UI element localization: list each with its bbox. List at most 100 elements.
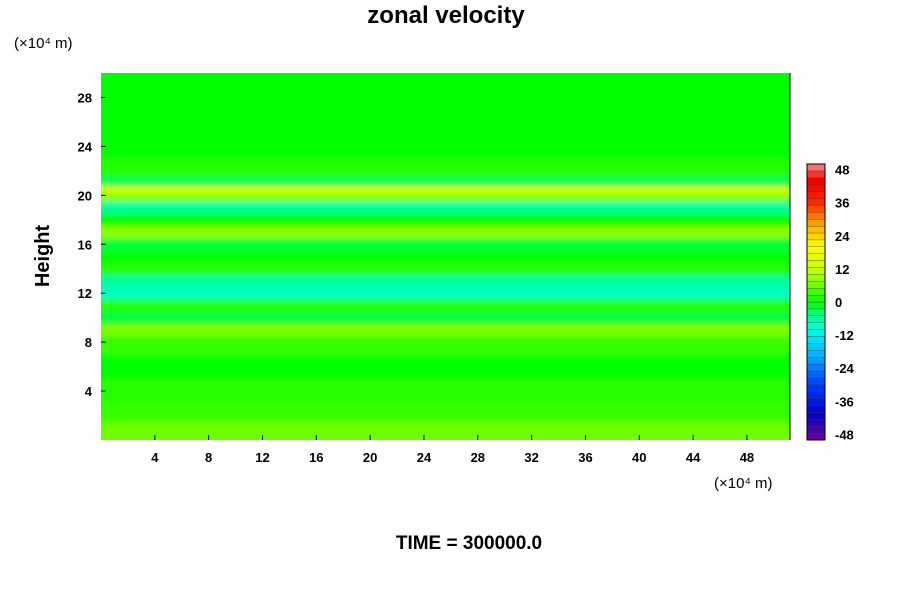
colorbar-tick-label: 12 (835, 262, 849, 277)
y-tick-label: 20 (78, 188, 92, 203)
x-tick-label: 44 (686, 450, 701, 465)
heatmap-band (101, 213, 790, 226)
x-tick-label: 16 (309, 450, 323, 465)
heatmap-band (101, 73, 790, 86)
colorbar-frame (806, 163, 826, 441)
colorbar-segment (806, 212, 826, 220)
colorbar-segment (806, 432, 826, 441)
colorbar-segment (806, 357, 826, 365)
colorbar-segment (806, 225, 826, 234)
colorbar-segment (806, 329, 826, 337)
x-tick-label: 24 (417, 450, 432, 465)
y-tick-label: 8 (85, 335, 92, 350)
colorbar-segment (806, 343, 826, 351)
colorbar-segment (806, 350, 826, 358)
colorbar-segment (806, 405, 826, 413)
colorbar-tick-label: 0 (835, 295, 842, 310)
y-tick-label: 12 (78, 286, 92, 301)
heatmap-band (101, 299, 790, 312)
colorbar-segment (806, 419, 826, 427)
colorbar-segment (806, 274, 826, 282)
colorbar-segment (806, 170, 826, 178)
colorbar-segment (806, 301, 826, 310)
colorbar-segment (806, 246, 826, 254)
colorbar-segment (806, 205, 826, 213)
x-tick-label: 32 (524, 450, 538, 465)
x-axis-unit: (×10⁴ m) (714, 475, 773, 492)
heatmap-band (101, 287, 790, 300)
colorbar-ticks: 48 36 24 12 0 -12 -24 -36 -48 (835, 163, 855, 443)
colorbar-tick-label: -36 (835, 394, 854, 409)
heatmap-band (101, 176, 790, 187)
heatmap-band (101, 403, 790, 422)
colorbar-segment (806, 384, 826, 392)
time-label: TIME = 300000.0 (396, 533, 542, 554)
heatmap-band (101, 354, 790, 379)
y-tick-label: 24 (78, 139, 93, 154)
colorbar-tick-label: -12 (835, 328, 854, 343)
colorbar-segment (806, 315, 826, 323)
heatmap-plot-area (101, 73, 790, 440)
colorbar-segment (806, 184, 826, 192)
colorbar-segment (806, 267, 826, 275)
heatmap-band (101, 336, 790, 355)
colorbar-segment (806, 198, 826, 206)
colorbar-segment (806, 370, 826, 379)
y-axis-unit: (×10⁴ m) (14, 35, 73, 52)
colorbar-tick-label: 48 (835, 163, 849, 178)
colorbar-segment (806, 239, 826, 247)
x-tick-label: 8 (205, 450, 212, 465)
colorbar-segment (806, 177, 826, 185)
colorbar-segment (806, 288, 826, 296)
heatmap-band (101, 323, 790, 337)
colorbar-segment (806, 260, 826, 268)
x-tick-label: 28 (471, 450, 485, 465)
colorbar-tick-label: 24 (835, 229, 850, 244)
x-tick-label: 36 (578, 450, 592, 465)
colorbar-segment (806, 163, 826, 172)
heatmap-band (101, 262, 790, 275)
colorbar-tick-label: -48 (835, 427, 854, 442)
colorbar-segment (806, 232, 826, 241)
colorbar-segment (806, 426, 826, 434)
x-tick-label: 4 (151, 450, 159, 465)
heatmap-band (101, 134, 790, 159)
x-tick-label: 48 (740, 450, 754, 465)
colorbar-segment (806, 322, 826, 330)
colorbar-segment (806, 412, 826, 420)
colorbar-segment (806, 294, 826, 303)
heatmap-band (101, 225, 790, 239)
colorbar-segment (806, 363, 826, 372)
heatmap-band (101, 192, 790, 202)
chart-title: zonal velocity (367, 2, 525, 29)
heatmap-band (101, 238, 790, 251)
colorbar-tick-label: -24 (835, 361, 855, 376)
heatmap-band (101, 109, 790, 135)
heatmap-band (101, 186, 790, 193)
colorbar-segment (806, 377, 826, 385)
colorbar-segment (806, 219, 826, 227)
x-tick-label: 12 (255, 450, 269, 465)
y-tick-label: 28 (78, 90, 92, 105)
heatmap-band (101, 421, 790, 440)
colorbar-segment (806, 253, 826, 261)
y-tick-label: 4 (85, 384, 93, 399)
heatmap-band (101, 201, 790, 214)
y-tick-label: 16 (78, 237, 92, 252)
colorbar-segment (806, 391, 826, 399)
colorbar-segment (806, 191, 826, 199)
x-tick-label: 40 (632, 450, 646, 465)
colorbar-segment (806, 281, 826, 289)
colorbar (806, 163, 826, 441)
x-tick-label: 20 (363, 450, 377, 465)
y-axis-label: Height (32, 225, 54, 288)
heatmap-band (101, 85, 790, 110)
colorbar-tick-label: 36 (835, 196, 849, 211)
heatmap-band (101, 250, 790, 263)
heatmap-band (101, 311, 790, 324)
y-axis-ticks: 4 8 12 16 20 24 28 (78, 90, 106, 399)
heatmap-cells (101, 73, 790, 440)
x-axis-ticks: 4 8 12 16 20 24 28 32 36 40 44 48 (151, 435, 754, 465)
heatmap-band (101, 274, 790, 288)
